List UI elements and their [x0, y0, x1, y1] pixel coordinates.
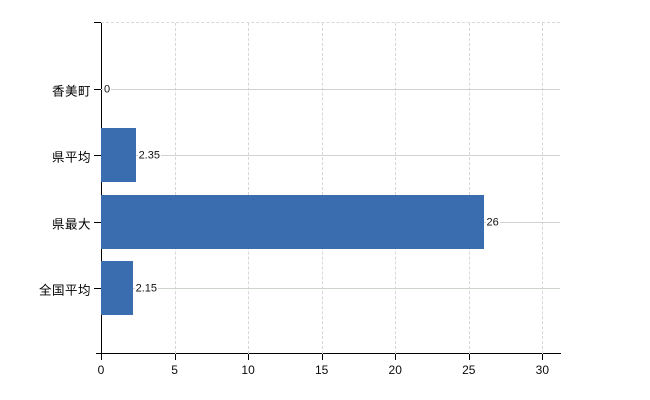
x-axis-tick: [174, 354, 176, 360]
v-gridline: [321, 23, 323, 354]
x-axis-line: [96, 353, 561, 354]
x-tick-label: 30: [535, 363, 550, 377]
x-axis-tick: [101, 354, 102, 360]
y-axis-tick: [94, 221, 101, 223]
x-axis-tick: [321, 354, 323, 360]
y-axis-top-tick: [94, 22, 101, 23]
x-tick-label: 0: [97, 363, 105, 377]
x-tick-label: 10: [241, 363, 255, 377]
category-label: 香美町: [51, 84, 91, 99]
v-gridline: [248, 23, 250, 354]
x-tick-label: 5: [171, 363, 178, 377]
v-gridline: [542, 23, 544, 354]
bar-value-label: 2.15: [134, 282, 159, 296]
x-axis-tick: [468, 354, 470, 360]
bar-value-label: 0: [103, 83, 112, 97]
x-tick-label: 25: [462, 363, 476, 377]
category-label: 全国平均: [38, 283, 91, 298]
bar-value-label: 2.35: [137, 149, 161, 163]
x-axis-tick: [395, 354, 397, 360]
x-axis-tick: [542, 354, 544, 360]
y-axis-line: [101, 22, 102, 358]
plot-area: 0 5 10 15 20 25 30 香美町 0 県平均 2.35 県最大 26 全国平均 2.15: [39, 22, 560, 377]
v-gridline: [174, 23, 176, 354]
x-axis-tick: [248, 354, 250, 360]
h-gridline: [101, 89, 560, 91]
y-axis-tick: [94, 155, 101, 157]
category-label: 県最大: [51, 217, 91, 232]
bar-value-label: 26: [485, 216, 500, 230]
h-gridline: [101, 287, 560, 289]
y-axis-tick: [94, 287, 101, 289]
x-tick-label: 15: [314, 363, 329, 377]
category-label: 県平均: [51, 150, 91, 165]
h-gridline: [101, 155, 560, 157]
v-gridline: [468, 23, 470, 354]
bar: [101, 194, 484, 249]
bar: [101, 128, 136, 183]
v-gridline: [395, 23, 397, 354]
y-axis-tick: [94, 89, 101, 91]
x-tick-label: 20: [388, 363, 402, 377]
bar: [101, 260, 133, 315]
